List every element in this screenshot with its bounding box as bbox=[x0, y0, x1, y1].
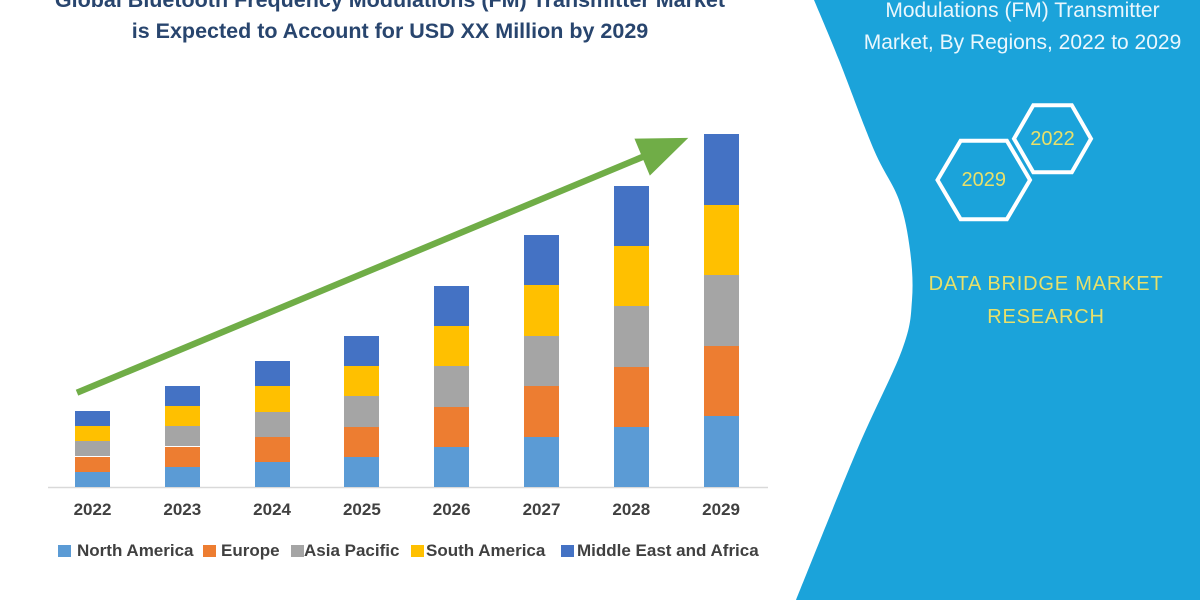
svg-text:2029: 2029 bbox=[962, 169, 1007, 191]
svg-text:2022: 2022 bbox=[1030, 128, 1075, 150]
